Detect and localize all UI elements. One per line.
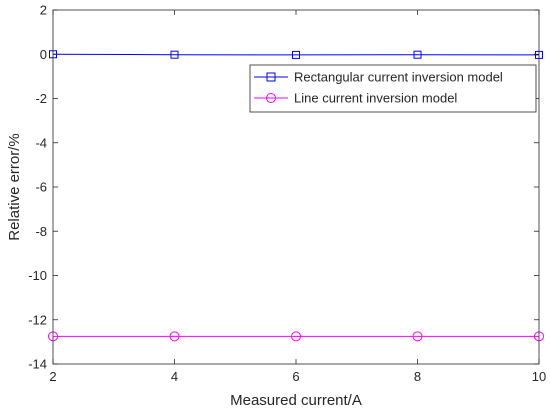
legend-marker-circle bbox=[266, 93, 276, 103]
axes-layer: 2 4 6 8 10 2 0 -2 -4 -6 -8 -10 -12 -14 bbox=[28, 3, 546, 385]
y-tick-label: -4 bbox=[35, 135, 47, 150]
legend-label-rectangular: Rectangular current inversion model bbox=[294, 70, 503, 85]
plot-area bbox=[53, 10, 539, 364]
x-axis-label: Measured current/A bbox=[230, 392, 362, 409]
y-tick-label: -10 bbox=[28, 268, 47, 283]
legend: Rectangular current inversion model Line… bbox=[249, 64, 537, 113]
y-tick-label: -6 bbox=[35, 180, 47, 195]
legend-box bbox=[249, 64, 537, 113]
series-line-1 bbox=[52, 53, 540, 56]
legend-label-line-current: Line current inversion model bbox=[294, 91, 457, 106]
y-tick-label: -2 bbox=[35, 91, 47, 106]
y-tick-label: 0 bbox=[40, 47, 47, 62]
x-tick-label: 6 bbox=[292, 369, 299, 384]
data-point-circle bbox=[291, 331, 301, 342]
data-point-square bbox=[292, 50, 300, 59]
y-axis-label: Relative error/% bbox=[6, 133, 23, 241]
x-tick-label: 10 bbox=[532, 369, 546, 384]
y-tick-label: 2 bbox=[40, 3, 47, 18]
data-point-square bbox=[170, 50, 179, 59]
y-tick-label: -12 bbox=[28, 312, 47, 327]
data-point-circle bbox=[412, 331, 423, 342]
y-tick-label: -14 bbox=[28, 357, 47, 372]
legend-marker-square bbox=[266, 72, 276, 82]
x-tick-label: 4 bbox=[171, 369, 178, 384]
y-tick-label: -8 bbox=[35, 224, 47, 239]
x-tick-label: 8 bbox=[414, 369, 421, 384]
x-tick-label: 2 bbox=[49, 369, 56, 384]
data-point-square bbox=[413, 50, 422, 59]
data-point-circle bbox=[169, 331, 180, 342]
